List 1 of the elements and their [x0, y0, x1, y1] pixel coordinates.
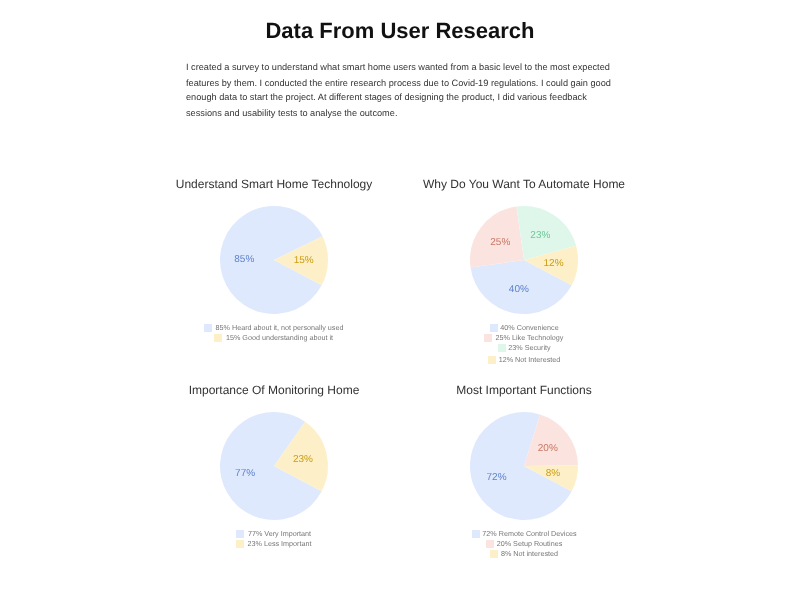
text: Data From User Research — [263, 20, 537, 44]
